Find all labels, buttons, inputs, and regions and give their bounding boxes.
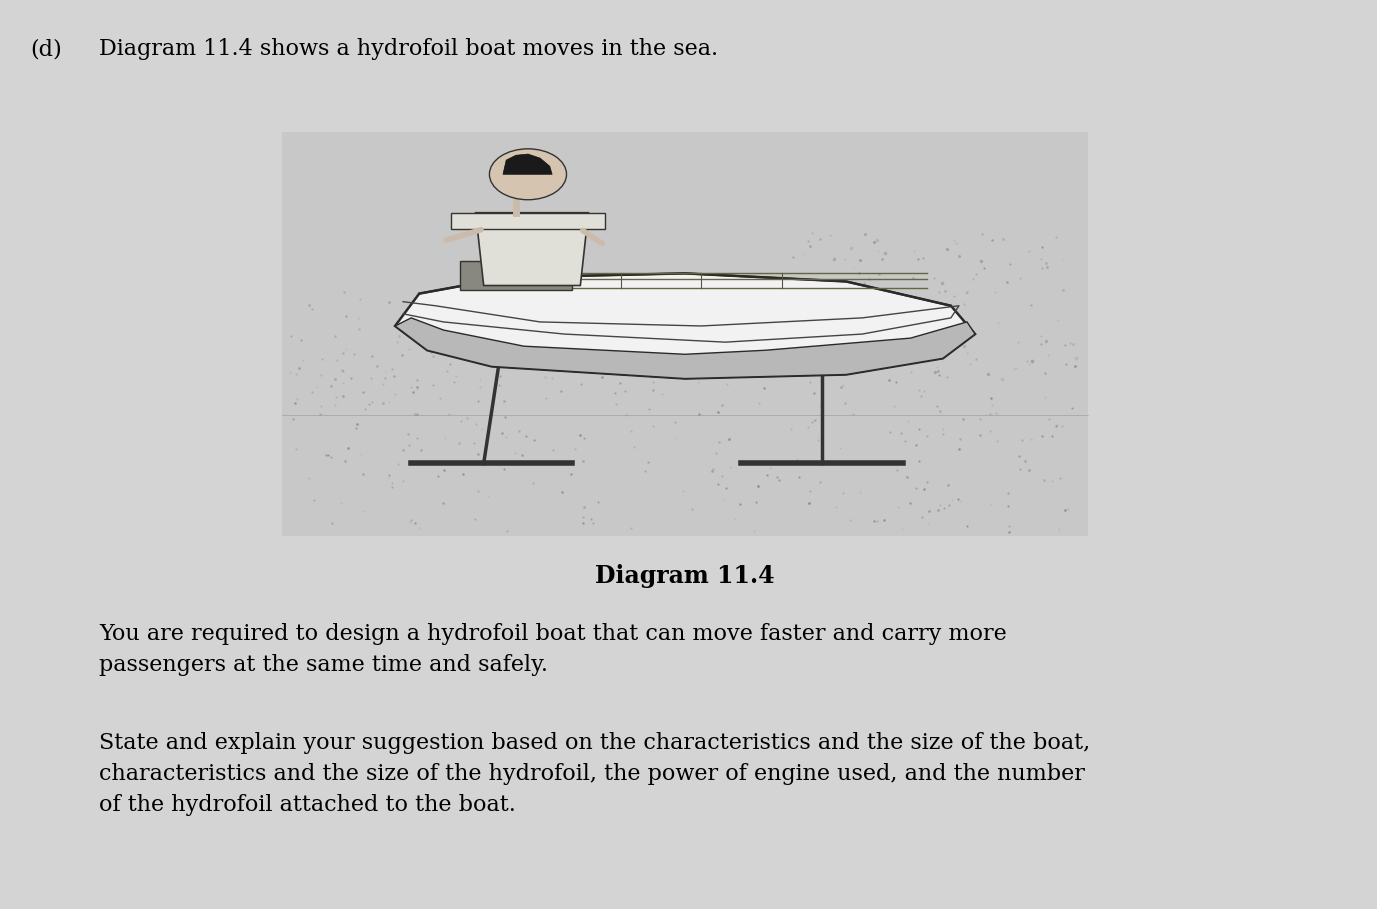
Text: (d): (d) (30, 38, 62, 60)
Polygon shape (503, 154, 552, 175)
Circle shape (489, 149, 566, 200)
Polygon shape (475, 213, 588, 285)
Polygon shape (460, 261, 573, 290)
Text: Diagram 11.4: Diagram 11.4 (595, 564, 775, 587)
Text: You are required to design a hydrofoil boat that can move faster and carry more
: You are required to design a hydrofoil b… (99, 623, 1007, 676)
Text: Diagram 11.4 shows a hydrofoil boat moves in the sea.: Diagram 11.4 shows a hydrofoil boat move… (99, 38, 719, 60)
Text: State and explain your suggestion based on the characteristics and the size of t: State and explain your suggestion based … (99, 732, 1091, 816)
Polygon shape (395, 274, 975, 378)
FancyBboxPatch shape (282, 132, 1088, 536)
Polygon shape (452, 213, 605, 229)
Polygon shape (395, 318, 975, 378)
